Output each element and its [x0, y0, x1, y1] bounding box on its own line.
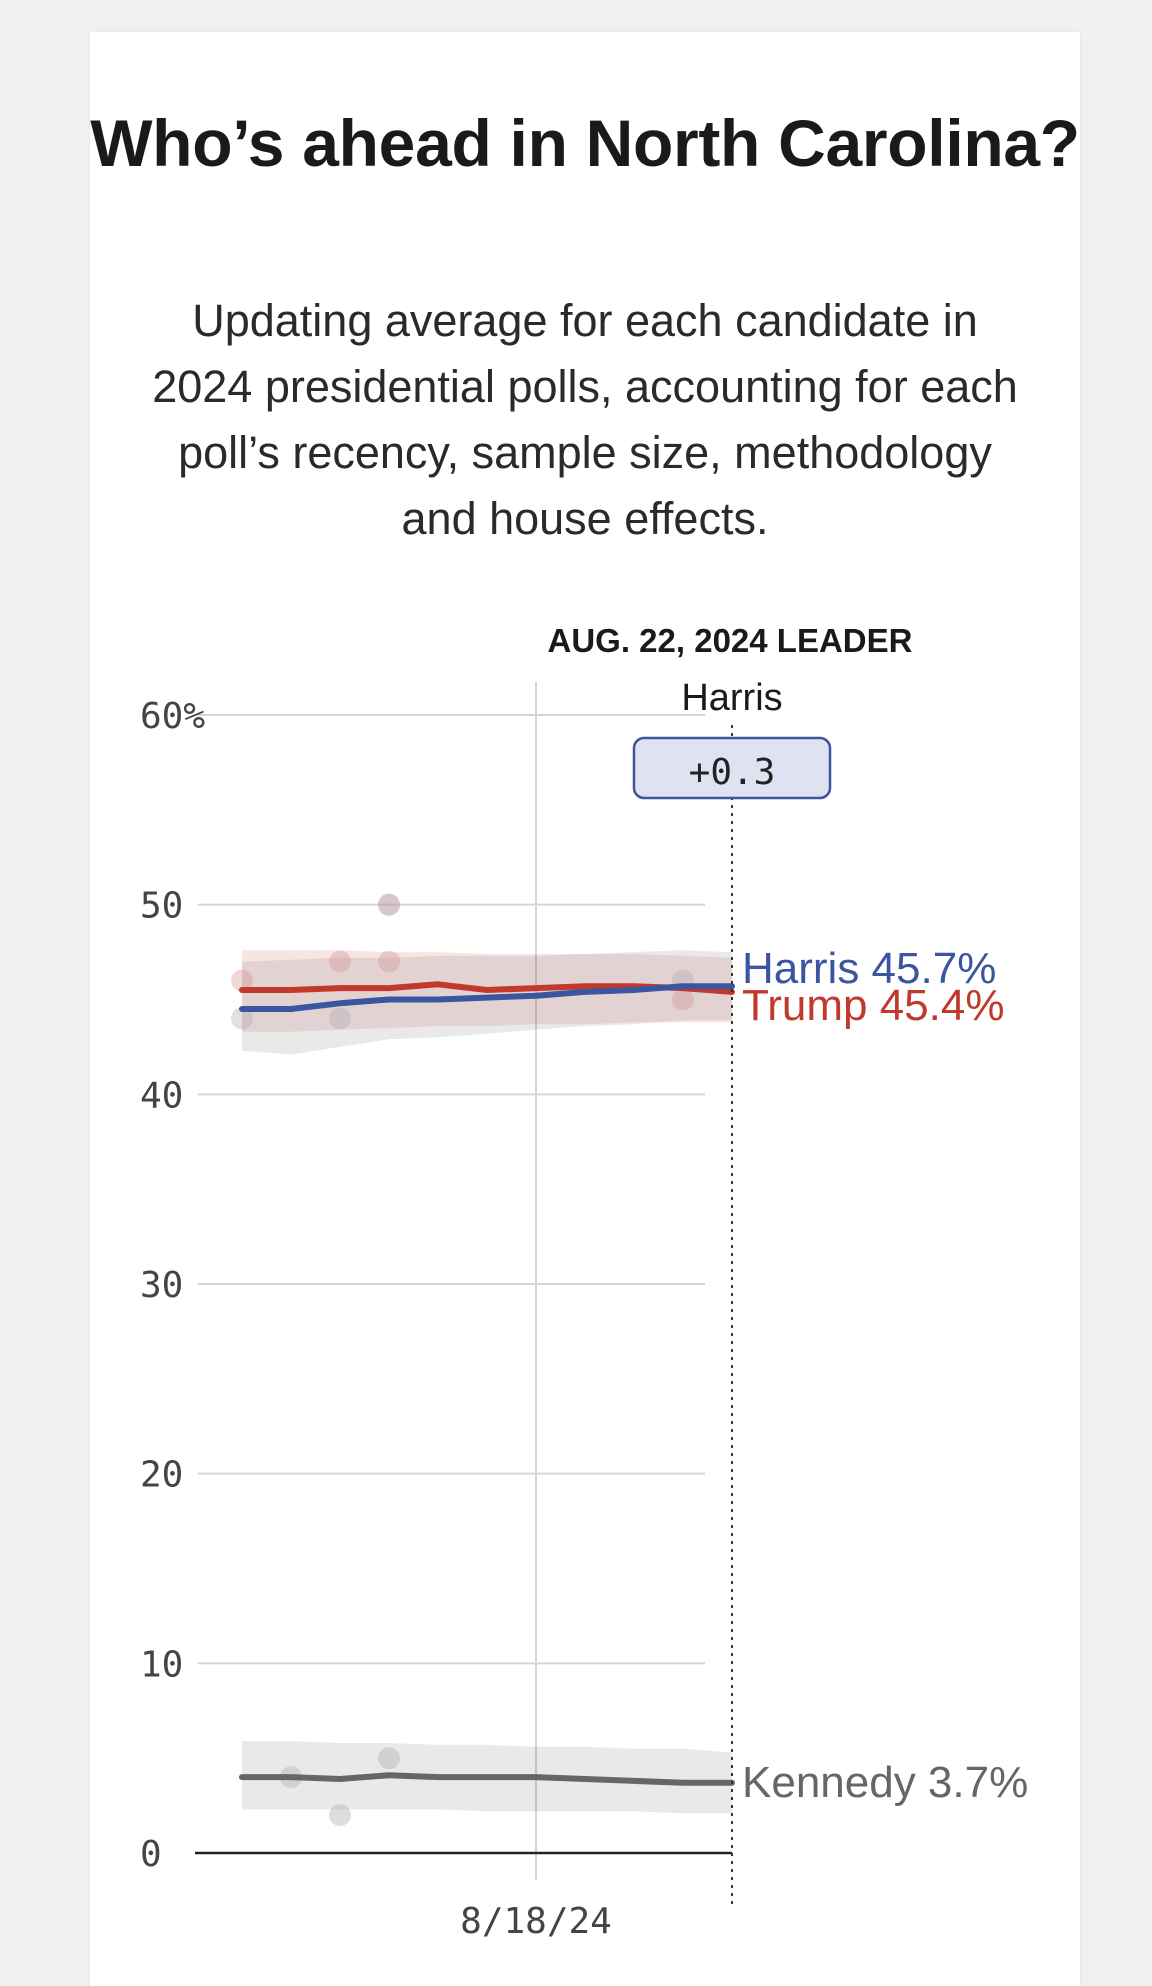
- y-tick-label: 30: [140, 1265, 183, 1306]
- poll-dot-kennedy: [329, 1804, 351, 1827]
- leader-name: Harris: [681, 677, 782, 719]
- y-tick-label: 50: [140, 886, 183, 927]
- poll-dot-trump: [378, 950, 400, 973]
- series-end-labels: Trump 45.4%Harris 45.7% Kennedy 3.7%: [742, 944, 1028, 1807]
- y-tick-label: 10: [140, 1644, 183, 1685]
- end-label-kennedy: Kennedy 3.7%: [742, 1758, 1028, 1807]
- leader-margin-box: [632, 736, 832, 800]
- band-harris: [242, 950, 732, 1055]
- trend-lines: [239, 981, 735, 1786]
- poll-dots: [231, 893, 694, 1827]
- poll-dot-trump: [672, 988, 694, 1011]
- poll-dot-harris: [231, 1007, 253, 1030]
- leader-margin: +0.3: [689, 752, 776, 793]
- leader-heading: AUG. 22, 2024 LEADER: [548, 622, 913, 659]
- poll-dot-harris: [329, 1007, 351, 1030]
- poll-dot-trump: [231, 969, 253, 992]
- line-kennedy: [239, 1772, 735, 1786]
- end-label-harris: Harris 45.7%: [742, 944, 996, 993]
- poll-dot-trump: [329, 950, 351, 973]
- y-tick-label: 20: [140, 1455, 183, 1496]
- line-harris: [239, 983, 735, 1012]
- end-label-trump: Trump 45.4%: [742, 981, 1004, 1030]
- y-tick-label: 40: [140, 1075, 183, 1116]
- poll-dot-harris: [378, 893, 400, 916]
- poll-dot-trump: [378, 893, 400, 916]
- leader-annotation: AUG. 22, 2024 LEADER Harris +0.3: [548, 622, 913, 800]
- page-title: Who’s ahead in North Carolina?: [90, 106, 1080, 180]
- page-subtitle: Updating average for each candidate in 2…: [152, 295, 1018, 544]
- uncertainty-bands: [242, 950, 732, 1814]
- axes: 0 10 20 30 40 50 60% 8/18/24: [140, 696, 733, 1942]
- x-tick-label: 8/18/24: [460, 1901, 612, 1942]
- gridlines: [198, 682, 705, 1880]
- poll-dot-kennedy: [378, 1747, 400, 1770]
- y-tick-label: 60%: [140, 696, 205, 737]
- y-tick-label: 0: [140, 1834, 162, 1875]
